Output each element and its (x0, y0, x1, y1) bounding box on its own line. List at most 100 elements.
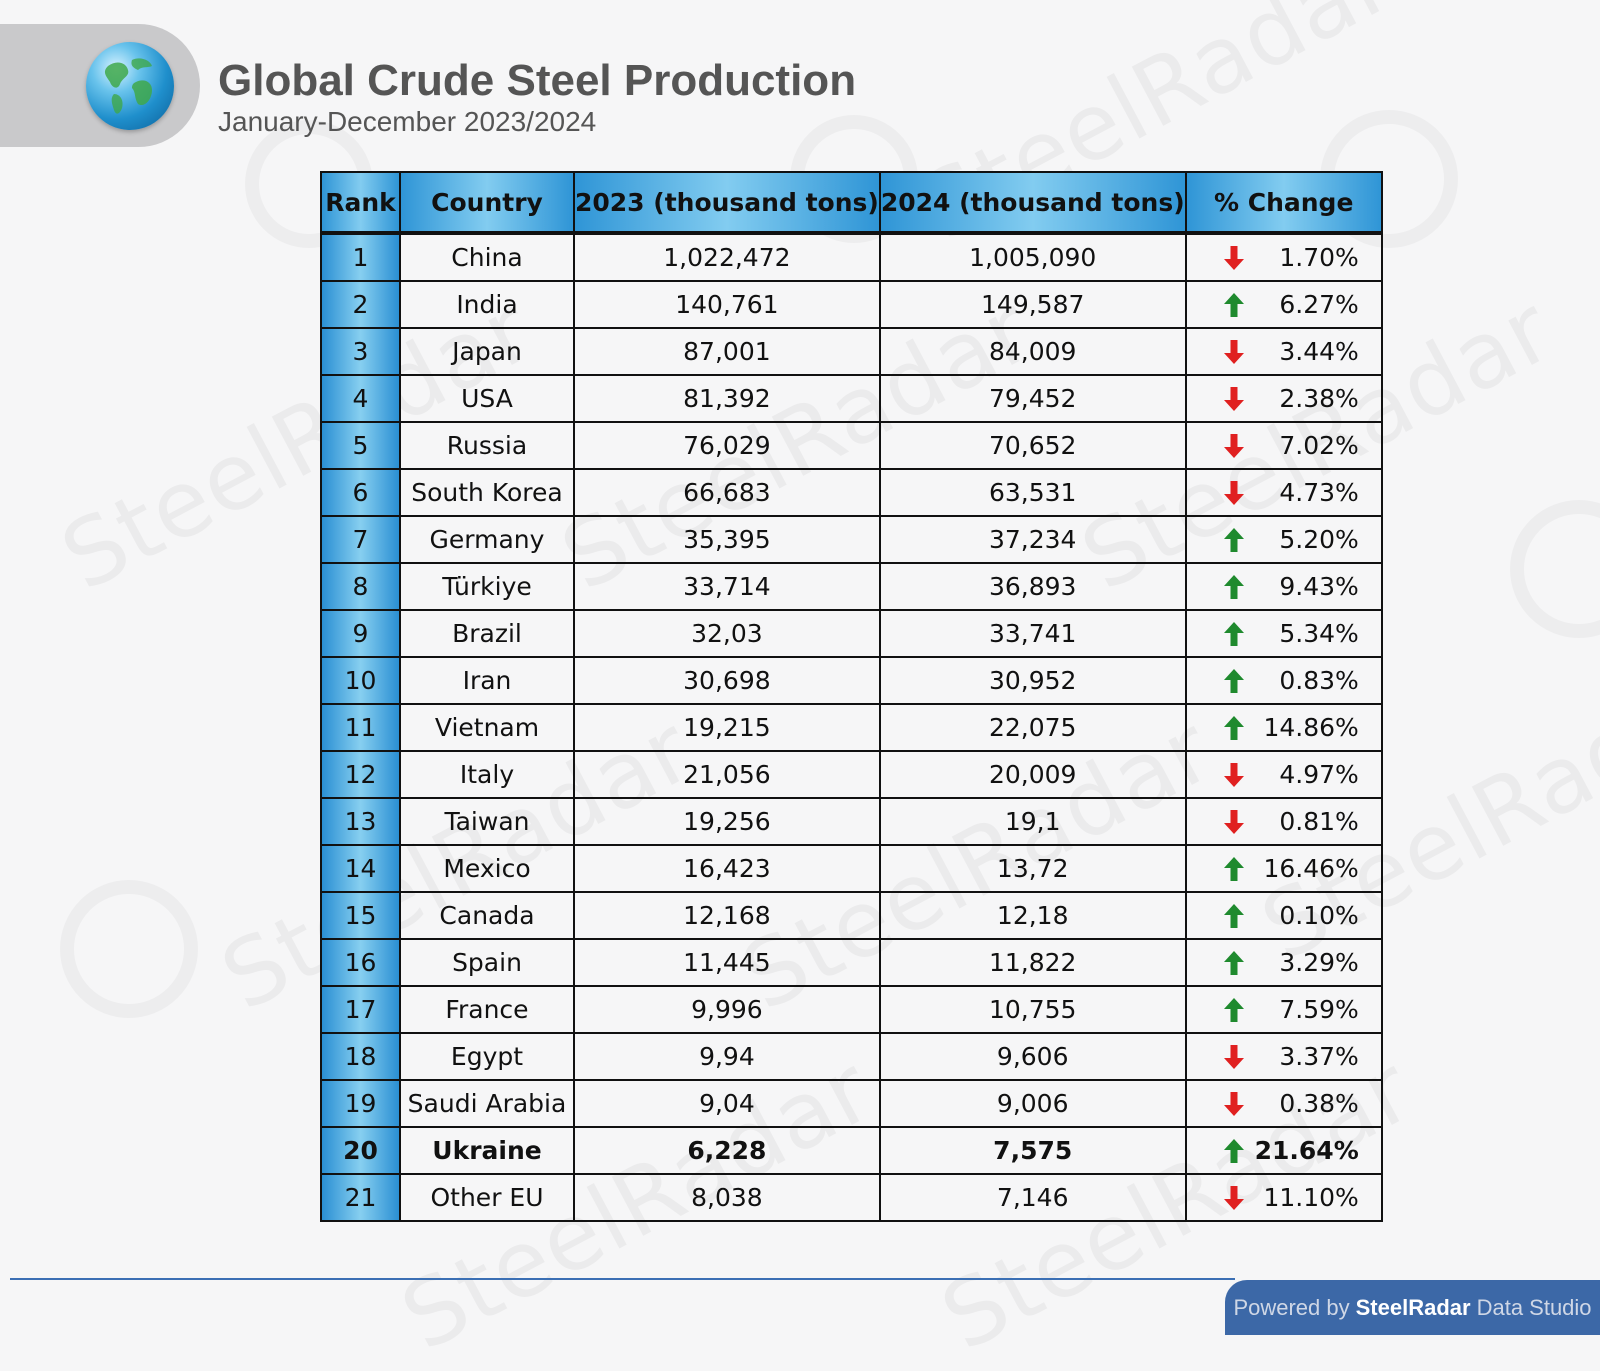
change-value: 1.70% (1279, 243, 1359, 272)
value-2023-cell: 11,445 (573, 938, 881, 987)
country-cell: Türkiye (399, 562, 575, 611)
rank-cell: 1 (320, 232, 401, 282)
table-row: 16 Spain 11,445 11,822 3.29% (320, 938, 1383, 987)
change-value: 6.27% (1279, 290, 1359, 319)
change-cell: 7.02% (1184, 421, 1383, 470)
rank-cell: 8 (320, 562, 401, 611)
change-cell: 9.43% (1184, 562, 1383, 611)
up-arrow-icon (1223, 668, 1244, 693)
table-row: 1 China 1,022,472 1,005,090 1.70% (320, 232, 1383, 282)
change-value: 9.43% (1279, 572, 1359, 601)
watermark-logo (1510, 500, 1600, 638)
change-value: 21.64% (1254, 1136, 1359, 1165)
table-row: 12 Italy 21,056 20,009 4.97% (320, 750, 1383, 799)
up-arrow-icon (1223, 574, 1244, 599)
value-2023-cell: 140,761 (573, 280, 881, 329)
rank-cell: 2 (320, 280, 401, 329)
value-2023-cell: 87,001 (573, 327, 881, 376)
country-cell: Brazil (399, 609, 575, 658)
rank-cell: 18 (320, 1032, 401, 1081)
down-arrow-icon (1223, 762, 1244, 787)
value-2023-cell: 6,228 (573, 1126, 881, 1175)
rank-cell: 16 (320, 938, 401, 987)
change-value: 2.38% (1279, 384, 1359, 413)
column-header-rank: Rank (320, 171, 401, 234)
change-cell: 3.37% (1184, 1032, 1383, 1081)
column-header-2023: 2023 (thousand tons) (573, 171, 881, 234)
footer-prefix: Powered by (1233, 1294, 1350, 1320)
value-2024-cell: 9,606 (878, 1032, 1187, 1081)
up-arrow-icon (1223, 292, 1244, 317)
page-title: Global Crude Steel Production (218, 56, 857, 105)
rank-cell: 10 (320, 656, 401, 705)
rank-cell: 19 (320, 1079, 401, 1128)
change-value: 0.10% (1279, 901, 1359, 930)
value-2024-cell: 84,009 (878, 327, 1187, 376)
rank-cell: 20 (320, 1126, 401, 1175)
change-cell: 0.83% (1184, 656, 1383, 705)
country-cell: USA (399, 374, 575, 423)
value-2024-cell: 20,009 (878, 750, 1187, 799)
value-2023-cell: 81,392 (573, 374, 881, 423)
table-row: 9 Brazil 32,03 33,741 5.34% (320, 609, 1383, 658)
up-arrow-icon (1223, 950, 1244, 975)
change-cell: 6.27% (1184, 280, 1383, 329)
value-2024-cell: 11,822 (878, 938, 1187, 987)
value-2023-cell: 33,714 (573, 562, 881, 611)
up-arrow-icon (1223, 1138, 1244, 1163)
value-2024-cell: 12,18 (878, 891, 1187, 940)
value-2023-cell: 8,038 (573, 1173, 881, 1222)
change-cell: 0.10% (1184, 891, 1383, 940)
steel-production-table: Rank Country 2023 (thousand tons) 2024 (… (320, 171, 1383, 1222)
change-cell: 21.64% (1184, 1126, 1383, 1175)
change-value: 7.02% (1279, 431, 1359, 460)
rank-cell: 5 (320, 421, 401, 470)
country-cell: France (399, 985, 575, 1034)
country-cell: Egypt (399, 1032, 575, 1081)
country-cell: Vietnam (399, 703, 575, 752)
value-2024-cell: 22,075 (878, 703, 1187, 752)
change-cell: 0.81% (1184, 797, 1383, 846)
change-cell: 11.10% (1184, 1173, 1383, 1222)
column-header-change: % Change (1184, 171, 1383, 234)
country-cell: China (399, 232, 575, 282)
change-value: 16.46% (1263, 854, 1359, 883)
watermark-logo (60, 880, 198, 1018)
country-cell: Other EU (399, 1173, 575, 1222)
value-2024-cell: 1,005,090 (878, 232, 1187, 282)
value-2024-cell: 10,755 (878, 985, 1187, 1034)
change-value: 0.81% (1279, 807, 1359, 836)
value-2023-cell: 9,94 (573, 1032, 881, 1081)
value-2023-cell: 19,256 (573, 797, 881, 846)
change-cell: 1.70% (1184, 232, 1383, 282)
rank-cell: 7 (320, 515, 401, 564)
table-row: 10 Iran 30,698 30,952 0.83% (320, 656, 1383, 705)
column-header-country: Country (399, 171, 575, 234)
change-value: 11.10% (1263, 1183, 1359, 1212)
change-value: 5.34% (1279, 619, 1359, 648)
change-value: 3.29% (1279, 948, 1359, 977)
table-row: 18 Egypt 9,94 9,606 3.37% (320, 1032, 1383, 1081)
table-row: 5 Russia 76,029 70,652 7.02% (320, 421, 1383, 470)
up-arrow-icon (1223, 856, 1244, 881)
rank-cell: 15 (320, 891, 401, 940)
change-value: 5.20% (1279, 525, 1359, 554)
country-cell: Spain (399, 938, 575, 987)
country-cell: Germany (399, 515, 575, 564)
change-value: 7.59% (1279, 995, 1359, 1024)
globe-icon (86, 42, 174, 130)
down-arrow-icon (1223, 386, 1244, 411)
country-cell: Taiwan (399, 797, 575, 846)
change-cell: 16.46% (1184, 844, 1383, 893)
table-row: 3 Japan 87,001 84,009 3.44% (320, 327, 1383, 376)
change-value: 4.97% (1279, 760, 1359, 789)
value-2024-cell: 149,587 (878, 280, 1187, 329)
country-cell: Iran (399, 656, 575, 705)
rank-cell: 13 (320, 797, 401, 846)
value-2023-cell: 9,04 (573, 1079, 881, 1128)
country-cell: Mexico (399, 844, 575, 893)
table-row: 21 Other EU 8,038 7,146 11.10% (320, 1173, 1383, 1222)
footer-divider (10, 1278, 1235, 1280)
change-cell: 5.34% (1184, 609, 1383, 658)
rank-cell: 14 (320, 844, 401, 893)
